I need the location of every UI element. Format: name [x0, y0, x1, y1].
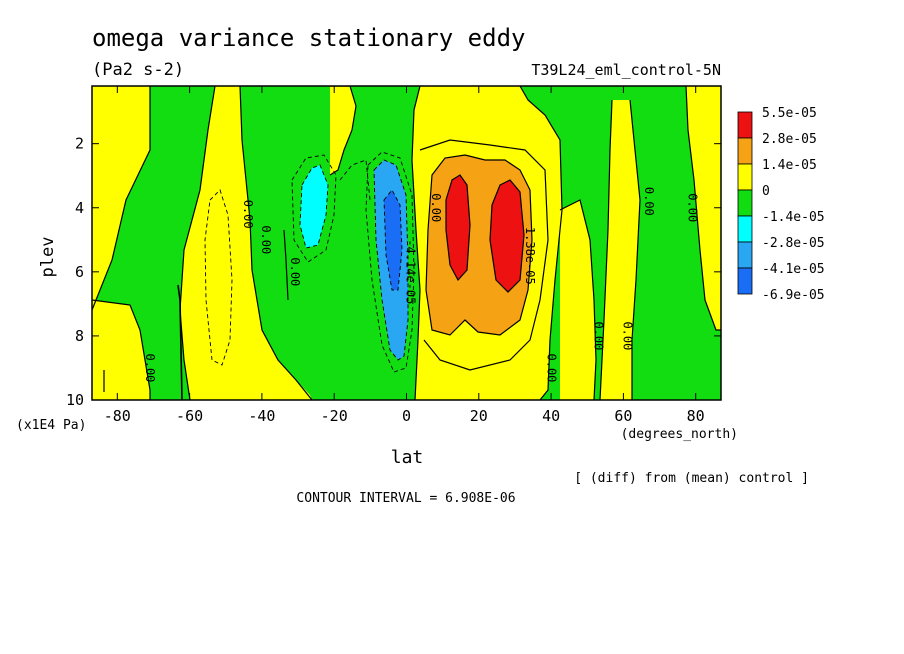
chart-title: omega variance stationary eddy [92, 24, 525, 52]
contour-label: 0.00 [241, 200, 255, 229]
x-tick-label: -60 [176, 407, 203, 425]
y-tick-label: 6 [75, 263, 84, 281]
legend-label: 5.5e-05 [762, 106, 817, 121]
dashed-contours [204, 151, 415, 373]
legend-label: -1.4e-05 [762, 210, 825, 225]
contour-label: 0.00 [620, 321, 634, 350]
yellow-region [330, 86, 356, 175]
contour-label: -4.14e-05 [404, 239, 418, 304]
diff-note: [ (diff) from (mean) control ] [574, 471, 809, 486]
y-tick-label: 4 [75, 199, 84, 217]
legend-swatch [737, 241, 753, 269]
legend-label: 2.8e-05 [762, 132, 817, 147]
x-tick-label: 0 [402, 407, 411, 425]
x-tick-label: 20 [470, 407, 488, 425]
solid-contours [92, 86, 721, 400]
x-tick-label: 60 [614, 407, 632, 425]
contour-interval: CONTOUR INTERVAL = 6.908E-06 [296, 491, 515, 506]
legend-label: -4.1e-05 [762, 262, 825, 277]
x-axis-label: lat [391, 447, 424, 468]
color-legend: 5.5e-05 2.8e-05 1.4e-05 0 -1.4e-05 -2.8e-05 -4… [737, 106, 825, 303]
x-axis-units: (degrees_north) [621, 427, 738, 442]
legend-swatch [737, 163, 753, 191]
red-region [490, 180, 524, 292]
contour-label: 0.00 [259, 225, 273, 254]
contour-label: 0.00 [685, 193, 699, 222]
legend-swatch [737, 267, 753, 295]
contour-label: 0.00 [642, 187, 656, 216]
red-region [446, 175, 470, 280]
x-tick-label: -80 [104, 407, 131, 425]
contour-label: 1.38e-05 [523, 227, 537, 285]
dark-blue-region [384, 190, 402, 290]
axes: -80 -60 -40 -20 0 20 40 60 80 2 4 6 8 10 [66, 86, 721, 425]
x-tick-label: -20 [321, 407, 348, 425]
chart-units: (Pa2 s-2) [92, 60, 184, 80]
legend-label: 1.4e-05 [762, 158, 817, 173]
y-tick-label: 2 [75, 135, 84, 153]
legend-label: -2.8e-05 [762, 236, 825, 251]
legend-swatch [737, 189, 753, 217]
legend-label: 0 [762, 184, 770, 199]
legend-label: -6.9e-05 [762, 288, 825, 303]
contour-label: 0.00 [429, 193, 443, 222]
yellow-region [560, 200, 596, 400]
x-tick-label: 40 [542, 407, 560, 425]
yellow-region [686, 86, 721, 330]
y-tick-label: 10 [66, 391, 84, 409]
yellow-region [92, 86, 150, 310]
yellow-region [92, 300, 150, 400]
legend-swatch [737, 137, 753, 165]
yellow-region [180, 86, 312, 400]
y-axis-units: (x1E4 Pa) [16, 418, 86, 433]
x-tick-label: 80 [687, 407, 705, 425]
contour-label: 0.00 [143, 354, 157, 383]
contour-labels: 0.00 0.00 0.00 0.00 0.00 -4.14e-05 1.38e-05 0.0… [143, 187, 699, 383]
x-tick-label: -40 [248, 407, 275, 425]
run-label: T39L24_eml_control-5N [531, 61, 721, 79]
cyan-region [300, 165, 328, 248]
contour-field: 0.00 0.00 0.00 0.00 0.00 -4.14e-05 1.38e-05 0.0… [92, 86, 721, 400]
legend-swatch [737, 111, 753, 139]
yellow-region [600, 100, 640, 400]
y-axis-label: plev [38, 237, 58, 278]
y-tick-label: 8 [75, 327, 84, 345]
legend-swatch [737, 215, 753, 243]
contour-label: 0.00 [591, 321, 605, 350]
contour-label: 0.00 [288, 257, 302, 286]
contour-label: 0.00 [544, 354, 558, 383]
